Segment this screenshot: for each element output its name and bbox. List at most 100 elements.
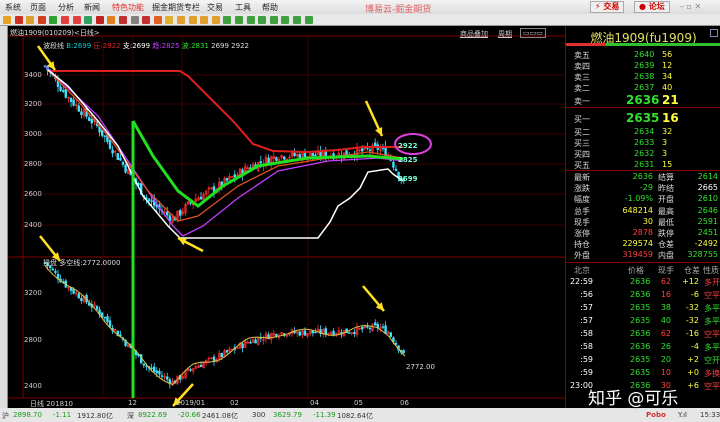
candle [275, 156, 278, 163]
tick-oi-change: -6 [691, 290, 699, 299]
stat-label: 幅度 [574, 195, 590, 205]
period-9-icon[interactable] [246, 16, 255, 24]
ask-row: 卖五 2640 56 [566, 49, 720, 61]
forum-button[interactable]: ● 论坛 [634, 1, 670, 13]
arrow-icon[interactable] [3, 16, 11, 24]
menu-item-3[interactable]: 新闻 [84, 3, 100, 12]
period-14-icon[interactable] [304, 16, 313, 24]
stat-value: 30 [642, 216, 653, 226]
y-tick: 3000 [24, 130, 42, 138]
menu-item-6[interactable]: 交易 [207, 3, 223, 12]
panel-toggle-icon[interactable] [710, 29, 718, 37]
lower-candle [51, 266, 55, 272]
chart-icon[interactable] [84, 16, 93, 24]
annotation-arrow-icon [39, 235, 61, 262]
index-label: 深 [127, 412, 134, 420]
legend-support: 支:2699 [122, 42, 151, 50]
zoom-out-icon[interactable] [72, 16, 81, 24]
ask-row: 卖四 2639 12 [566, 60, 720, 72]
pen-icon[interactable] [95, 16, 104, 24]
stat-label: 内盘 [658, 251, 674, 261]
lower-candle [160, 371, 164, 380]
home-icon[interactable] [14, 16, 23, 24]
ticks-header-cell: 仓差 [684, 266, 700, 275]
ticks-header-cell: 北京 [574, 266, 590, 275]
bid-label: 买一 [574, 115, 590, 124]
tick-time: :59 [580, 368, 593, 377]
period-5-icon[interactable] [200, 16, 209, 24]
lower-candle [295, 329, 299, 338]
lower-candle [181, 373, 184, 380]
stat-label: 结算 [658, 173, 674, 182]
period-4-icon[interactable] [188, 16, 197, 24]
stat-label: 外盘 [574, 251, 590, 261]
candle [75, 100, 78, 110]
quote-panel: 燃油1909(fu1909) 卖五 2640 56 卖四 2639 12 卖三 2638 34 卖… [565, 26, 720, 408]
period-7-icon[interactable] [223, 16, 232, 24]
menu-item-7[interactable]: 工具 [235, 3, 251, 12]
tick-nature: 多开 [704, 278, 720, 287]
candle [392, 160, 395, 171]
tick-oi-change: -16 [685, 329, 699, 338]
x-tick: 02 [230, 399, 239, 407]
menu-item-4[interactable]: 特色功能 [112, 3, 144, 12]
tick-volume: 10 [660, 368, 671, 377]
candle [199, 192, 203, 200]
trade-button[interactable]: ⚡ 交易 [590, 1, 625, 13]
tick-row: 23:00 2636 30 +6 空平 [566, 380, 720, 392]
period-8-icon[interactable] [235, 16, 243, 24]
book-icon[interactable] [37, 16, 46, 24]
folder-icon[interactable] [26, 16, 35, 24]
indicator-name: 波段线 [43, 42, 64, 50]
candle [373, 138, 377, 147]
period-11-icon[interactable] [269, 16, 278, 24]
tick-row: :57 2635 40 -32 多平 [566, 315, 720, 327]
left-tab-strip[interactable] [0, 26, 8, 408]
chart-canvas [8, 35, 565, 407]
lower-indicator-label: 操盘 多空线:2772.0000 [43, 259, 121, 267]
tick-price: 2636 [630, 342, 651, 351]
layout-buttons[interactable]: ▭▭▭ [520, 28, 546, 38]
tab-period[interactable]: 周期 [498, 30, 512, 38]
menu-item-0[interactable]: 系统 [5, 3, 21, 12]
bid-volume: 32 [662, 127, 673, 136]
tick-nature: 多平 [704, 343, 720, 352]
window-controls[interactable]: – ▫ ✕ [680, 2, 702, 11]
x-tick: 05 [354, 399, 363, 407]
lower-candle [254, 337, 257, 344]
lower-candle [166, 372, 169, 383]
lower-candle [246, 340, 249, 344]
trend-icon[interactable] [142, 16, 151, 24]
period-10-icon[interactable] [258, 16, 267, 24]
lower-candle [285, 334, 288, 339]
menu-item-2[interactable]: 分析 [58, 3, 74, 12]
menu-item-8[interactable]: 帮助 [262, 3, 278, 12]
bid-volume: 16 [662, 111, 679, 125]
menu-item-1[interactable]: 页面 [30, 3, 46, 12]
kline-chart[interactable]: 燃油1909(010209)<日线> 商品叠加 周期 ▭▭▭ 波段线 B:269… [8, 26, 565, 408]
tick-time: :59 [580, 355, 593, 364]
tick-oi-change: +0 [687, 368, 699, 377]
tick-time: 23:00 [569, 381, 593, 390]
filter-icon[interactable] [119, 16, 127, 24]
tick-volume: 16 [660, 290, 671, 299]
grid-icon[interactable] [130, 16, 139, 24]
tick-nature: 多平 [704, 304, 720, 313]
refresh-icon[interactable] [49, 16, 58, 24]
period-12-icon[interactable] [281, 16, 290, 24]
draw-icon[interactable] [107, 16, 116, 24]
tick-row: :57 2635 38 -32 多平 [566, 302, 720, 314]
y-tick: 2400 [24, 382, 42, 390]
candle [69, 97, 73, 108]
period-3-icon[interactable] [177, 16, 185, 24]
menu-item-5[interactable]: 掘金期货专栏 [152, 3, 200, 12]
period-2-icon[interactable] [165, 16, 174, 24]
period-1-icon[interactable] [153, 16, 162, 24]
period-6-icon[interactable] [211, 16, 220, 24]
ask-label: 卖二 [574, 84, 590, 93]
zoom-in-icon[interactable] [61, 16, 69, 24]
period-13-icon[interactable] [293, 16, 301, 24]
ticks-header-cell: 现手 [658, 266, 674, 275]
stat-value: 2610 [697, 194, 718, 204]
tab-overlay[interactable]: 商品叠加 [460, 30, 488, 38]
